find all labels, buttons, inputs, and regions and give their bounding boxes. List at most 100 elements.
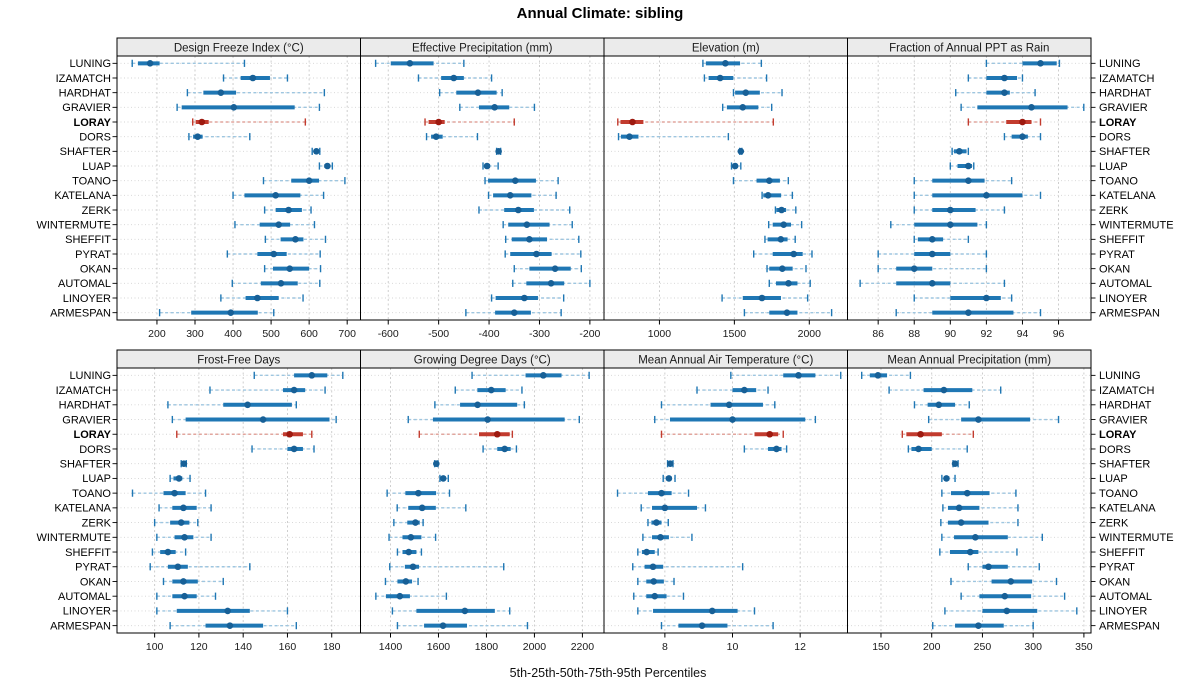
median-dot xyxy=(484,416,491,423)
percentile-row-pyrat xyxy=(967,563,1040,571)
median-dot xyxy=(742,89,750,96)
median-dot xyxy=(249,74,257,82)
percentile-row-gravier xyxy=(171,415,337,424)
percentile-row-hardhat xyxy=(732,89,783,97)
site-label-right: SHAFTER xyxy=(1099,458,1150,470)
axis-tick-label: 200 xyxy=(923,641,941,653)
percentile-row-dors xyxy=(907,445,968,453)
median-dot xyxy=(230,104,238,111)
percentile-row-luning xyxy=(471,371,590,379)
median-dot xyxy=(1003,607,1011,615)
median-dot xyxy=(910,265,918,272)
panel-mean-annual-precipitation-mm: Mean Annual Precipitation (mm) 150 200 250 3… xyxy=(847,349,1096,653)
site-label-right: SHEFFIT xyxy=(1099,234,1145,246)
axis-tick-label: 160 xyxy=(279,641,297,653)
percentile-row-zerk xyxy=(940,518,1019,527)
percentile-row-luap xyxy=(730,162,742,170)
site-label-left: DORS xyxy=(79,131,111,143)
percentile-row-okan xyxy=(766,265,807,273)
axis-tick-label: 86 xyxy=(872,328,884,340)
percentile-row-izamatch xyxy=(888,386,1002,394)
percentile-row-sheffit xyxy=(637,548,659,556)
median-dot xyxy=(259,416,267,423)
median-dot xyxy=(947,221,954,228)
median-dot xyxy=(795,372,802,379)
median-dot xyxy=(965,162,972,170)
median-dot xyxy=(1028,104,1035,111)
percentile-row-linoyer xyxy=(220,294,304,302)
axis-tick-label: 350 xyxy=(1075,641,1093,653)
percentile-row-katelana xyxy=(942,504,1019,512)
median-dot xyxy=(965,177,972,184)
site-label-left: ZERK xyxy=(82,205,112,217)
median-dot xyxy=(716,74,724,82)
site-label-left: IZAMATCH xyxy=(56,385,111,397)
site-label-right: PYRAT xyxy=(1099,562,1135,574)
percentile-row-shafter xyxy=(495,147,502,155)
median-dot xyxy=(1019,133,1026,140)
percentile-row-automal xyxy=(768,279,811,287)
median-dot xyxy=(665,475,673,482)
percentile-row-toano xyxy=(732,177,790,185)
percentile-row-loray xyxy=(967,118,1042,126)
median-dot xyxy=(975,416,982,423)
site-label-right: WINTERMUTE xyxy=(1099,532,1174,544)
percentile-row-luap xyxy=(439,474,450,483)
percentile-row-automal xyxy=(231,279,321,287)
site-label-right: TOANO xyxy=(1099,175,1138,187)
percentile-row-dors xyxy=(425,133,479,141)
median-dot xyxy=(928,250,936,258)
site-label-left: DORS xyxy=(79,444,111,456)
site-label-right: SHAFTER xyxy=(1099,146,1150,158)
median-dot xyxy=(506,192,514,199)
median-dot xyxy=(308,372,316,379)
median-dot xyxy=(164,548,172,556)
median-dot xyxy=(651,592,659,600)
percentiles-caption: 5th-25th-50th-75th-95th Percentiles xyxy=(509,666,707,680)
site-label-right: ZERK xyxy=(1099,205,1129,217)
site-label-right: IZAMATCH xyxy=(1099,385,1154,397)
percentile-row-okan xyxy=(950,577,1058,586)
median-dot xyxy=(650,578,658,585)
percentile-row-pyrat xyxy=(226,250,321,258)
median-dot xyxy=(180,504,187,512)
percentile-row-luap xyxy=(949,162,975,170)
median-dot xyxy=(983,294,990,302)
median-dot xyxy=(915,445,922,453)
axis-tick-label: 1400 xyxy=(379,641,403,653)
median-dot xyxy=(965,309,972,316)
percentile-row-shafter xyxy=(666,460,674,468)
percentile-row-sheffit xyxy=(939,548,1018,556)
chart-title: Annual Climate: sibling xyxy=(516,5,684,22)
panel-frost-free-days: Frost-Free Days 100 120 140 160 180 xyxy=(112,349,361,653)
axis-tick-label: -300 xyxy=(529,328,550,340)
axis-tick-label: 300 xyxy=(1024,641,1042,653)
panel-design-freeze-index-c: Design Freeze Index (°C) 200 300 400 500 600 7… xyxy=(112,37,361,340)
median-dot xyxy=(290,386,298,394)
median-dot xyxy=(483,162,491,170)
percentile-row-armespan xyxy=(465,309,562,317)
percentile-row-toano xyxy=(913,177,1013,185)
percentile-row-katelana xyxy=(232,191,325,199)
site-label-right: SHEFFIT xyxy=(1099,547,1145,559)
percentile-row-loray xyxy=(901,430,975,438)
median-dot xyxy=(493,430,501,438)
median-dot xyxy=(511,177,519,184)
median-dot xyxy=(956,148,963,155)
percentile-row-gravier xyxy=(407,415,580,424)
percentile-row-sheffit xyxy=(913,235,970,243)
site-label-right: ARMESPAN xyxy=(1099,620,1160,632)
percentile-row-shafter xyxy=(433,460,440,468)
median-dot xyxy=(649,563,657,571)
median-dot xyxy=(1001,89,1008,96)
percentile-row-katelana xyxy=(158,504,212,512)
panel-header xyxy=(847,349,1092,369)
panel-header xyxy=(847,37,1092,57)
percentile-row-hardhat xyxy=(955,89,1036,97)
median-dot xyxy=(514,206,522,214)
median-dot xyxy=(1001,592,1009,600)
axis-tick-label: 120 xyxy=(190,641,208,653)
percentile-row-linoyer xyxy=(156,607,289,615)
